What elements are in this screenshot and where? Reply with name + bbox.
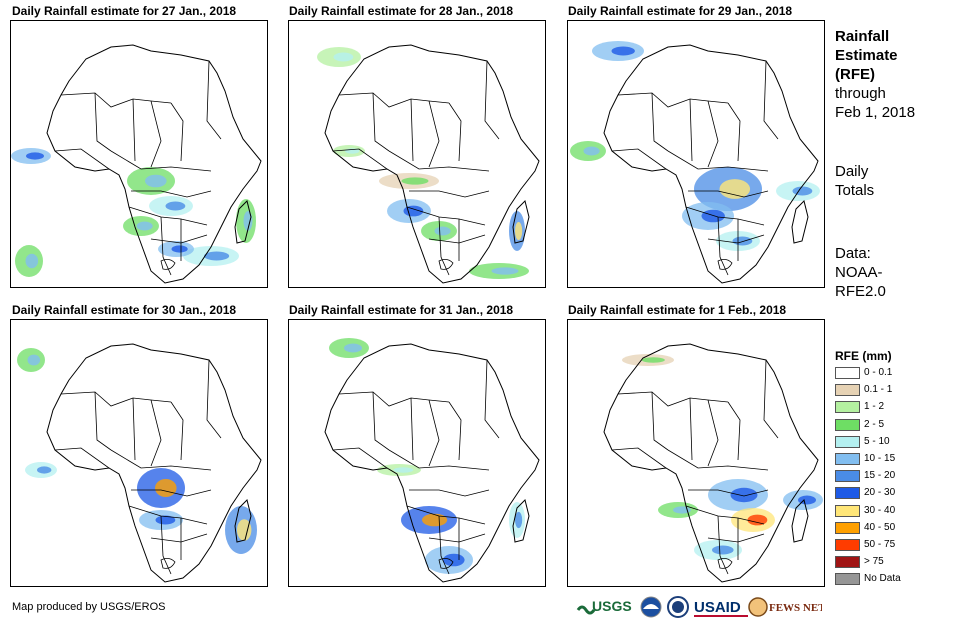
legend-swatch — [835, 453, 860, 465]
daily-line-1: Daily — [835, 163, 869, 180]
legend-label: 40 - 50 — [864, 521, 896, 533]
africa-coastline — [603, 44, 819, 284]
data-line-1: Data: — [835, 245, 871, 262]
panel-title-1: Daily Rainfall estimate for 27 Jan., 201… — [12, 4, 237, 18]
rainfall-field — [329, 338, 525, 574]
legend-swatch — [835, 367, 860, 379]
noaa-logo — [640, 596, 662, 618]
lake-outline — [438, 558, 454, 569]
title-line-3: (RFE) — [835, 66, 875, 83]
legend-swatch — [835, 418, 860, 431]
through-date: Feb 1, 2018 — [835, 104, 916, 121]
map-credit: Map produced by USGS/EROS — [12, 601, 166, 613]
legend-label: 0.1 - 1 — [864, 384, 893, 396]
madagascar-outline — [234, 200, 252, 244]
legend-swatch — [835, 435, 860, 448]
rainfall-field — [570, 41, 820, 251]
panel-title-4: Daily Rainfall estimate for 30 Jan., 201… — [12, 303, 237, 317]
legend-swatch — [835, 401, 860, 414]
legend-title: RFE (mm) — [835, 349, 892, 363]
legend-label: 20 - 30 — [864, 487, 896, 499]
legend-label: 10 - 15 — [864, 453, 896, 464]
africa-coastline — [46, 343, 262, 583]
nasa-logo — [667, 596, 689, 618]
madagascar-outline — [234, 499, 252, 543]
africa-rainfall-map-4 — [17, 343, 262, 583]
legend-label: > 75 — [864, 556, 884, 568]
legend-swatch — [835, 470, 860, 483]
madagascar-outline — [791, 200, 809, 244]
lake-outline — [717, 259, 733, 270]
fewsnet-logo: FEWS NET — [748, 597, 822, 617]
africa-rainfall-map-1 — [11, 44, 262, 284]
africa-coastline — [324, 44, 540, 284]
legend-label: 0 - 0.1 — [864, 367, 893, 378]
panel-title-6: Daily Rainfall estimate for 1 Feb., 2018 — [568, 303, 787, 317]
country-borders — [54, 60, 222, 276]
map-title-block: Rainfall Estimate (RFE) through Feb 1, 2… — [835, 27, 915, 122]
africa-rainfall-map-5 — [324, 338, 540, 583]
lake-outline — [438, 259, 454, 270]
map-panel-1 — [10, 20, 268, 288]
title-line-1: Rainfall — [835, 28, 890, 45]
africa-coastline — [46, 44, 262, 284]
country-borders — [332, 359, 500, 575]
map-panel-5 — [288, 319, 546, 587]
africa-coastline — [324, 343, 540, 583]
madagascar-outline — [512, 499, 530, 543]
madagascar-outline — [512, 200, 530, 244]
africa-rainfall-map-3 — [570, 41, 820, 284]
legend-label: No Data — [864, 573, 901, 585]
data-line-3: RFE2.0 — [835, 283, 886, 300]
africa-rainfall-map-2 — [317, 44, 540, 284]
usaid-logo-text: USAID — [694, 599, 741, 616]
rainfall-field — [17, 348, 257, 554]
madagascar-outline — [791, 499, 809, 543]
legend-swatch — [835, 573, 860, 586]
map-panel-2 — [288, 20, 546, 288]
legend-label: 50 - 75 — [864, 539, 896, 550]
data-line-2: NOAA- — [835, 264, 883, 281]
usgs-logo: USGS — [576, 598, 632, 615]
lake-outline — [160, 558, 176, 569]
rainfall-field — [11, 148, 256, 277]
daily-line-2: Totals — [835, 182, 875, 199]
rainfall-field — [622, 354, 823, 560]
legend-swatch — [835, 521, 860, 534]
legend-swatch — [835, 556, 860, 569]
africa-rainfall-map-6 — [603, 343, 823, 583]
legend-swatch — [835, 539, 860, 551]
legend-label: 2 - 5 — [864, 418, 885, 430]
legend-swatch — [835, 384, 860, 397]
panel-title-2: Daily Rainfall estimate for 28 Jan., 201… — [289, 4, 514, 18]
legend-label: 1 - 2 — [864, 401, 885, 413]
lake-outline — [717, 558, 733, 569]
legend-swatch — [835, 487, 860, 500]
panel-title-3: Daily Rainfall estimate for 29 Jan., 201… — [568, 4, 793, 18]
fewsnet-logo-text: FEWS NET — [769, 602, 822, 614]
country-borders — [611, 60, 779, 276]
map-panel-6 — [567, 319, 825, 587]
legend-label: 15 - 20 — [864, 470, 896, 482]
country-borders — [332, 60, 500, 276]
panel-title-5: Daily Rainfall estimate for 31 Jan., 201… — [289, 303, 514, 317]
africa-coastline — [603, 343, 819, 583]
usgs-logo-text: USGS — [592, 598, 632, 614]
data-source-label: Data: NOAA- RFE2.0 — [835, 244, 886, 301]
title-line-2: Estimate — [835, 47, 898, 64]
map-panel-3 — [567, 20, 825, 288]
country-borders — [54, 359, 222, 575]
legend-swatch — [835, 504, 860, 517]
map-panel-4 — [10, 319, 268, 587]
lake-outline — [160, 259, 176, 270]
country-borders — [611, 359, 779, 575]
legend-label: 30 - 40 — [864, 504, 896, 516]
legend-label: 5 - 10 — [864, 435, 890, 447]
through-label: through — [835, 85, 886, 102]
usaid-logo: USAID — [694, 599, 748, 617]
daily-totals-label: Daily Totals — [835, 162, 874, 200]
